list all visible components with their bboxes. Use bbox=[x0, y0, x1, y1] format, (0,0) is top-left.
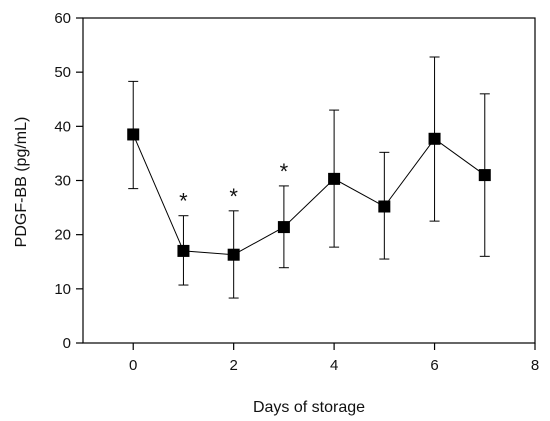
axes-layer: 0 10 20 30 40 50 60 0 2 4 6 8 bbox=[54, 10, 539, 374]
y-tick-label: 20 bbox=[54, 227, 71, 244]
x-tick-label: 0 bbox=[129, 357, 137, 374]
y-tick-label: 40 bbox=[54, 118, 71, 135]
y-axis-title: PDGF-BB (pg/mL) bbox=[13, 117, 30, 248]
significance-marker: * bbox=[229, 184, 238, 209]
y-tick-label: 0 bbox=[63, 335, 71, 352]
x-axis-title: Days of storage bbox=[253, 399, 365, 416]
significance-marker: * bbox=[179, 189, 188, 214]
data-point bbox=[478, 169, 491, 182]
data-point bbox=[177, 244, 190, 257]
y-tick-label: 50 bbox=[54, 64, 71, 81]
data-point bbox=[428, 132, 441, 145]
data-point bbox=[227, 248, 240, 261]
series-layer: * * * bbox=[127, 56, 491, 299]
y-tick-label: 60 bbox=[54, 10, 71, 27]
data-point bbox=[328, 172, 341, 185]
y-tick-label: 30 bbox=[54, 173, 71, 190]
significance-marker: * bbox=[280, 159, 289, 184]
plot-frame bbox=[82, 17, 536, 344]
x-tick-label: 2 bbox=[229, 357, 237, 374]
data-point bbox=[127, 128, 140, 141]
series-line bbox=[132, 134, 486, 256]
x-tick-label: 6 bbox=[430, 357, 438, 374]
y-tick-label: 10 bbox=[54, 281, 71, 298]
x-tick-label: 4 bbox=[330, 357, 338, 374]
data-point bbox=[277, 221, 290, 234]
x-tick-label: 8 bbox=[531, 357, 539, 374]
data-point bbox=[378, 200, 391, 213]
